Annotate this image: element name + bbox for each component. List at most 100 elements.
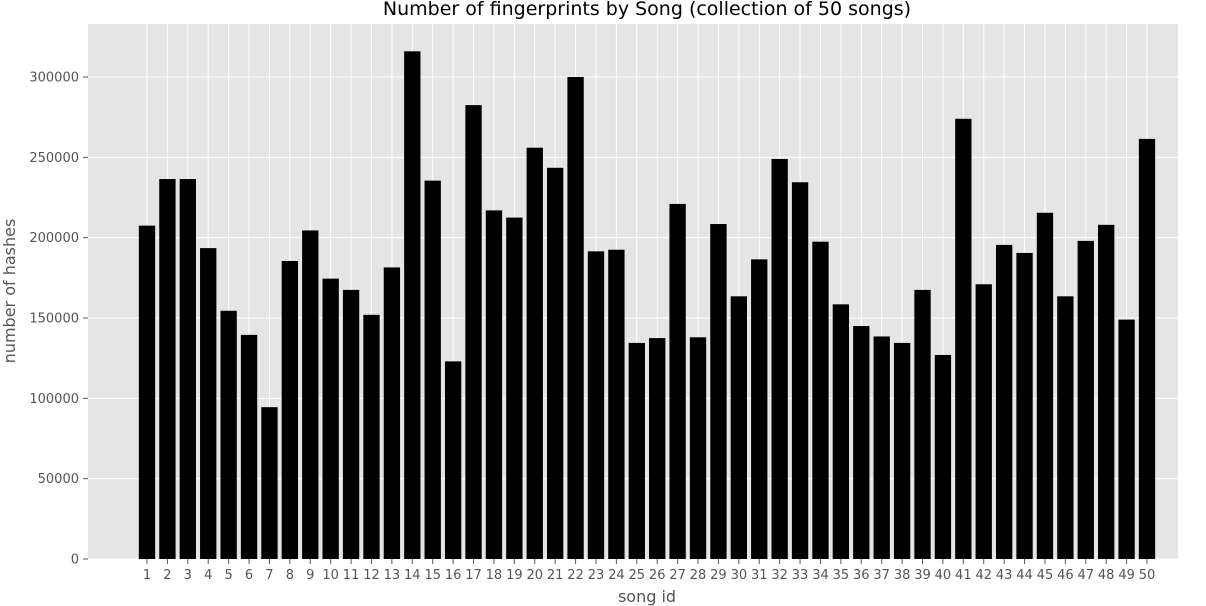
bar-song-2 xyxy=(159,179,176,559)
y-tick-label: 150000 xyxy=(29,312,79,327)
bar-song-25 xyxy=(628,342,645,559)
bar-song-12 xyxy=(363,314,380,559)
x-tick-label: 26 xyxy=(649,568,666,583)
y-tick-label: 300000 xyxy=(29,71,79,86)
bar-song-26 xyxy=(649,338,666,559)
bar-song-6 xyxy=(240,334,258,559)
x-tick-label: 46 xyxy=(1057,568,1074,583)
bar-song-15 xyxy=(424,180,441,559)
x-tick-label: 10 xyxy=(322,568,339,583)
x-tick-label: 12 xyxy=(363,568,380,583)
x-tick-label: 49 xyxy=(1118,568,1135,583)
x-tick-label: 44 xyxy=(1016,568,1033,583)
x-tick-label: 29 xyxy=(710,568,727,583)
bar-song-3 xyxy=(179,179,196,559)
x-tick-label: 1 xyxy=(143,568,151,583)
x-tick-label: 4 xyxy=(204,568,212,583)
bar-song-32 xyxy=(771,158,788,559)
bar-song-49 xyxy=(1118,319,1135,559)
x-tick-label: 36 xyxy=(853,568,870,583)
x-tick-label: 40 xyxy=(935,568,952,583)
bar-song-39 xyxy=(914,289,931,559)
x-tick-label: 21 xyxy=(547,568,564,583)
bar-song-21 xyxy=(547,167,564,559)
x-tick-label: 9 xyxy=(306,568,314,583)
bar-song-14 xyxy=(404,51,421,559)
bar-song-40 xyxy=(934,354,952,559)
bar-song-33 xyxy=(791,182,809,560)
bar-song-34 xyxy=(812,241,829,559)
x-tick-label: 47 xyxy=(1078,568,1095,583)
x-tick-label: 14 xyxy=(404,568,421,583)
x-tick-label: 42 xyxy=(975,568,992,583)
y-tick-label: 250000 xyxy=(29,151,79,166)
x-tick-label: 43 xyxy=(996,568,1013,583)
bar-song-24 xyxy=(608,249,625,560)
bar-song-41 xyxy=(955,118,972,559)
bar-song-45 xyxy=(1036,212,1054,559)
x-tick-label: 8 xyxy=(286,568,294,583)
x-tick-label: 34 xyxy=(812,568,829,583)
x-tick-label: 48 xyxy=(1098,568,1115,583)
y-tick-label: 100000 xyxy=(29,392,79,407)
y-tick-label: 0 xyxy=(71,553,79,568)
bar-song-36 xyxy=(853,326,870,559)
bar-song-30 xyxy=(730,296,747,559)
bar-song-17 xyxy=(465,105,482,559)
x-tick-label: 38 xyxy=(894,568,911,583)
bar-song-46 xyxy=(1057,296,1074,559)
bar-song-5 xyxy=(220,310,237,559)
x-tick-label: 5 xyxy=(224,568,232,583)
bar-song-38 xyxy=(893,342,911,559)
x-tick-label: 39 xyxy=(914,568,931,583)
x-tick-label: 41 xyxy=(955,568,972,583)
bar-song-10 xyxy=(322,278,339,559)
x-tick-label: 33 xyxy=(792,568,809,583)
x-tick-label: 18 xyxy=(486,568,503,583)
bar-song-23 xyxy=(587,251,605,559)
bar-song-4 xyxy=(200,248,217,559)
bar-song-44 xyxy=(1016,252,1033,559)
bar-song-29 xyxy=(710,224,727,559)
x-tick-label: 2 xyxy=(163,568,171,583)
x-axis-ticks: 1 2 3 4 5 6 7 8 9 10 11 12 13 14 15 16 17 18 19 20 21 22 23 24 2… xyxy=(143,559,1155,583)
x-tick-label: 28 xyxy=(690,568,707,583)
x-tick-label: 3 xyxy=(184,568,192,583)
bar-song-42 xyxy=(975,284,992,559)
x-tick-label: 20 xyxy=(526,568,543,583)
x-tick-label: 45 xyxy=(1037,568,1054,583)
x-tick-label: 24 xyxy=(608,568,625,583)
bar-song-16 xyxy=(444,361,462,559)
bar-song-50 xyxy=(1138,138,1156,559)
bar-song-19 xyxy=(506,217,523,559)
x-tick-label: 35 xyxy=(833,568,850,583)
x-tick-label: 31 xyxy=(751,568,768,583)
bar-song-48 xyxy=(1098,224,1115,560)
y-tick-label: 50000 xyxy=(38,472,79,487)
bar-song-8 xyxy=(281,260,299,559)
x-tick-label: 11 xyxy=(343,568,360,583)
bar-song-22 xyxy=(567,77,584,560)
x-tick-label: 22 xyxy=(567,568,584,583)
bar-song-18 xyxy=(485,210,503,559)
x-tick-label: 30 xyxy=(731,568,748,583)
y-axis-ticks: 0 50000 100000 150000 200000 250000 300000 xyxy=(29,71,88,568)
bar-song-47 xyxy=(1077,240,1094,559)
bar-song-27 xyxy=(669,203,686,559)
x-tick-label: 6 xyxy=(245,568,253,583)
bar-song-7 xyxy=(261,407,278,559)
x-tick-label: 50 xyxy=(1139,568,1156,583)
bar-song-20 xyxy=(526,147,543,559)
x-tick-label: 7 xyxy=(265,568,273,583)
y-axis-label: number of hashes xyxy=(0,219,19,364)
x-tick-label: 16 xyxy=(445,568,462,583)
x-tick-label: 37 xyxy=(873,568,890,583)
bar-song-35 xyxy=(832,304,850,559)
x-tick-label: 19 xyxy=(506,568,523,583)
bar-song-31 xyxy=(751,259,768,559)
bar-song-43 xyxy=(995,244,1013,560)
bar-song-28 xyxy=(689,337,707,559)
y-tick-label: 200000 xyxy=(29,231,79,246)
x-tick-label: 15 xyxy=(424,568,441,583)
